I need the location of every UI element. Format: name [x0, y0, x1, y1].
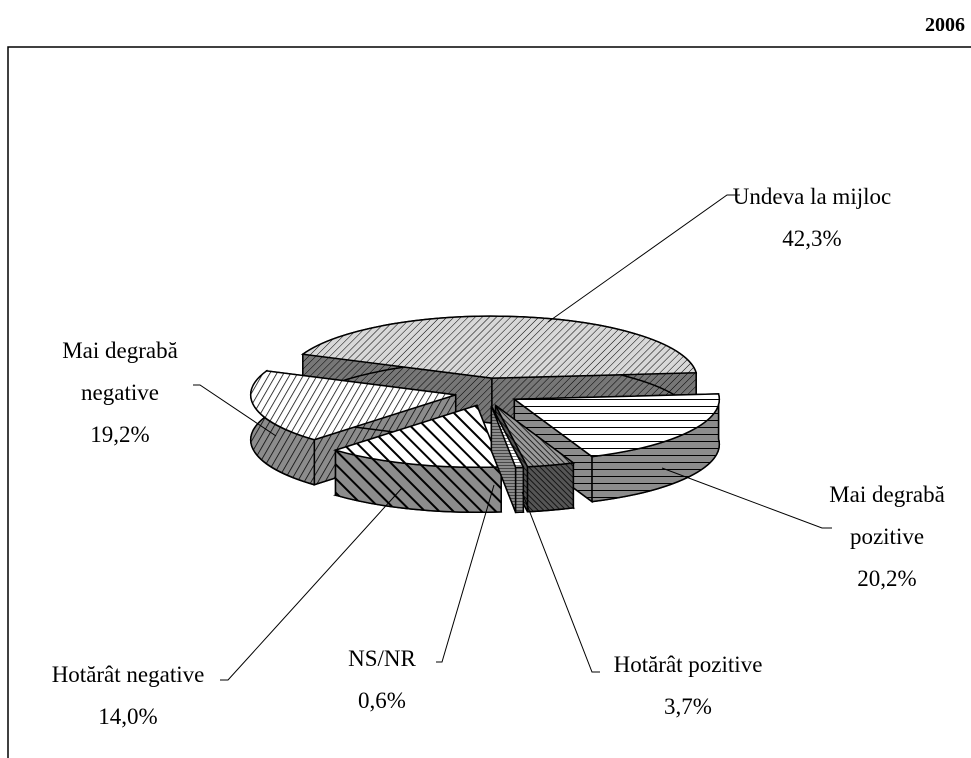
frame [7, 46, 971, 758]
slice-top [494, 404, 576, 468]
slice-side [514, 466, 525, 514]
slice-top [490, 405, 525, 469]
slice-label: Undeva la mijloc 42,3% [702, 176, 922, 260]
slice-top [300, 315, 698, 379]
leader-line [220, 487, 403, 681]
slice-label: Mai degrabă negative 19,2% [50, 330, 190, 456]
leader-line [436, 484, 495, 663]
leader-line [661, 467, 832, 529]
value-label: 20,2% [857, 566, 917, 591]
pie-slice [490, 405, 525, 514]
value-label: 19,2% [90, 422, 150, 447]
pie [249, 315, 720, 514]
category-label: Hotărât pozitive [613, 652, 763, 677]
slice-label: NS/NR 0,6% [322, 638, 442, 722]
leader-lines [193, 194, 832, 681]
slice-top [512, 393, 720, 458]
category-label: Undeva la mijloc [732, 184, 892, 209]
category-label: Hotărât negative [51, 662, 205, 687]
slice-label: Mai degrabă pozitive 20,2% [822, 474, 952, 600]
value-label: 3,7% [664, 694, 712, 719]
leader-line [547, 194, 740, 323]
value-label: 42,3% [782, 226, 842, 251]
slice-top [332, 404, 503, 469]
slice-label: Hotărât pozitive 3,7% [578, 644, 798, 728]
slice-top [249, 370, 456, 441]
pie-slice [332, 404, 503, 514]
category-label: Mai degrabă pozitive [829, 482, 945, 549]
leader-line [193, 384, 277, 437]
value-label: 14,0% [98, 704, 158, 729]
category-label: Mai degrabă negative [62, 338, 178, 405]
leader-line [521, 491, 600, 673]
value-label: 0,6% [358, 688, 406, 713]
chart-title: 2006 [925, 14, 965, 36]
category-label: NS/NR [348, 646, 416, 671]
slice-side [526, 462, 575, 513]
slice-label: Hotărât negative 14,0% [28, 654, 228, 738]
